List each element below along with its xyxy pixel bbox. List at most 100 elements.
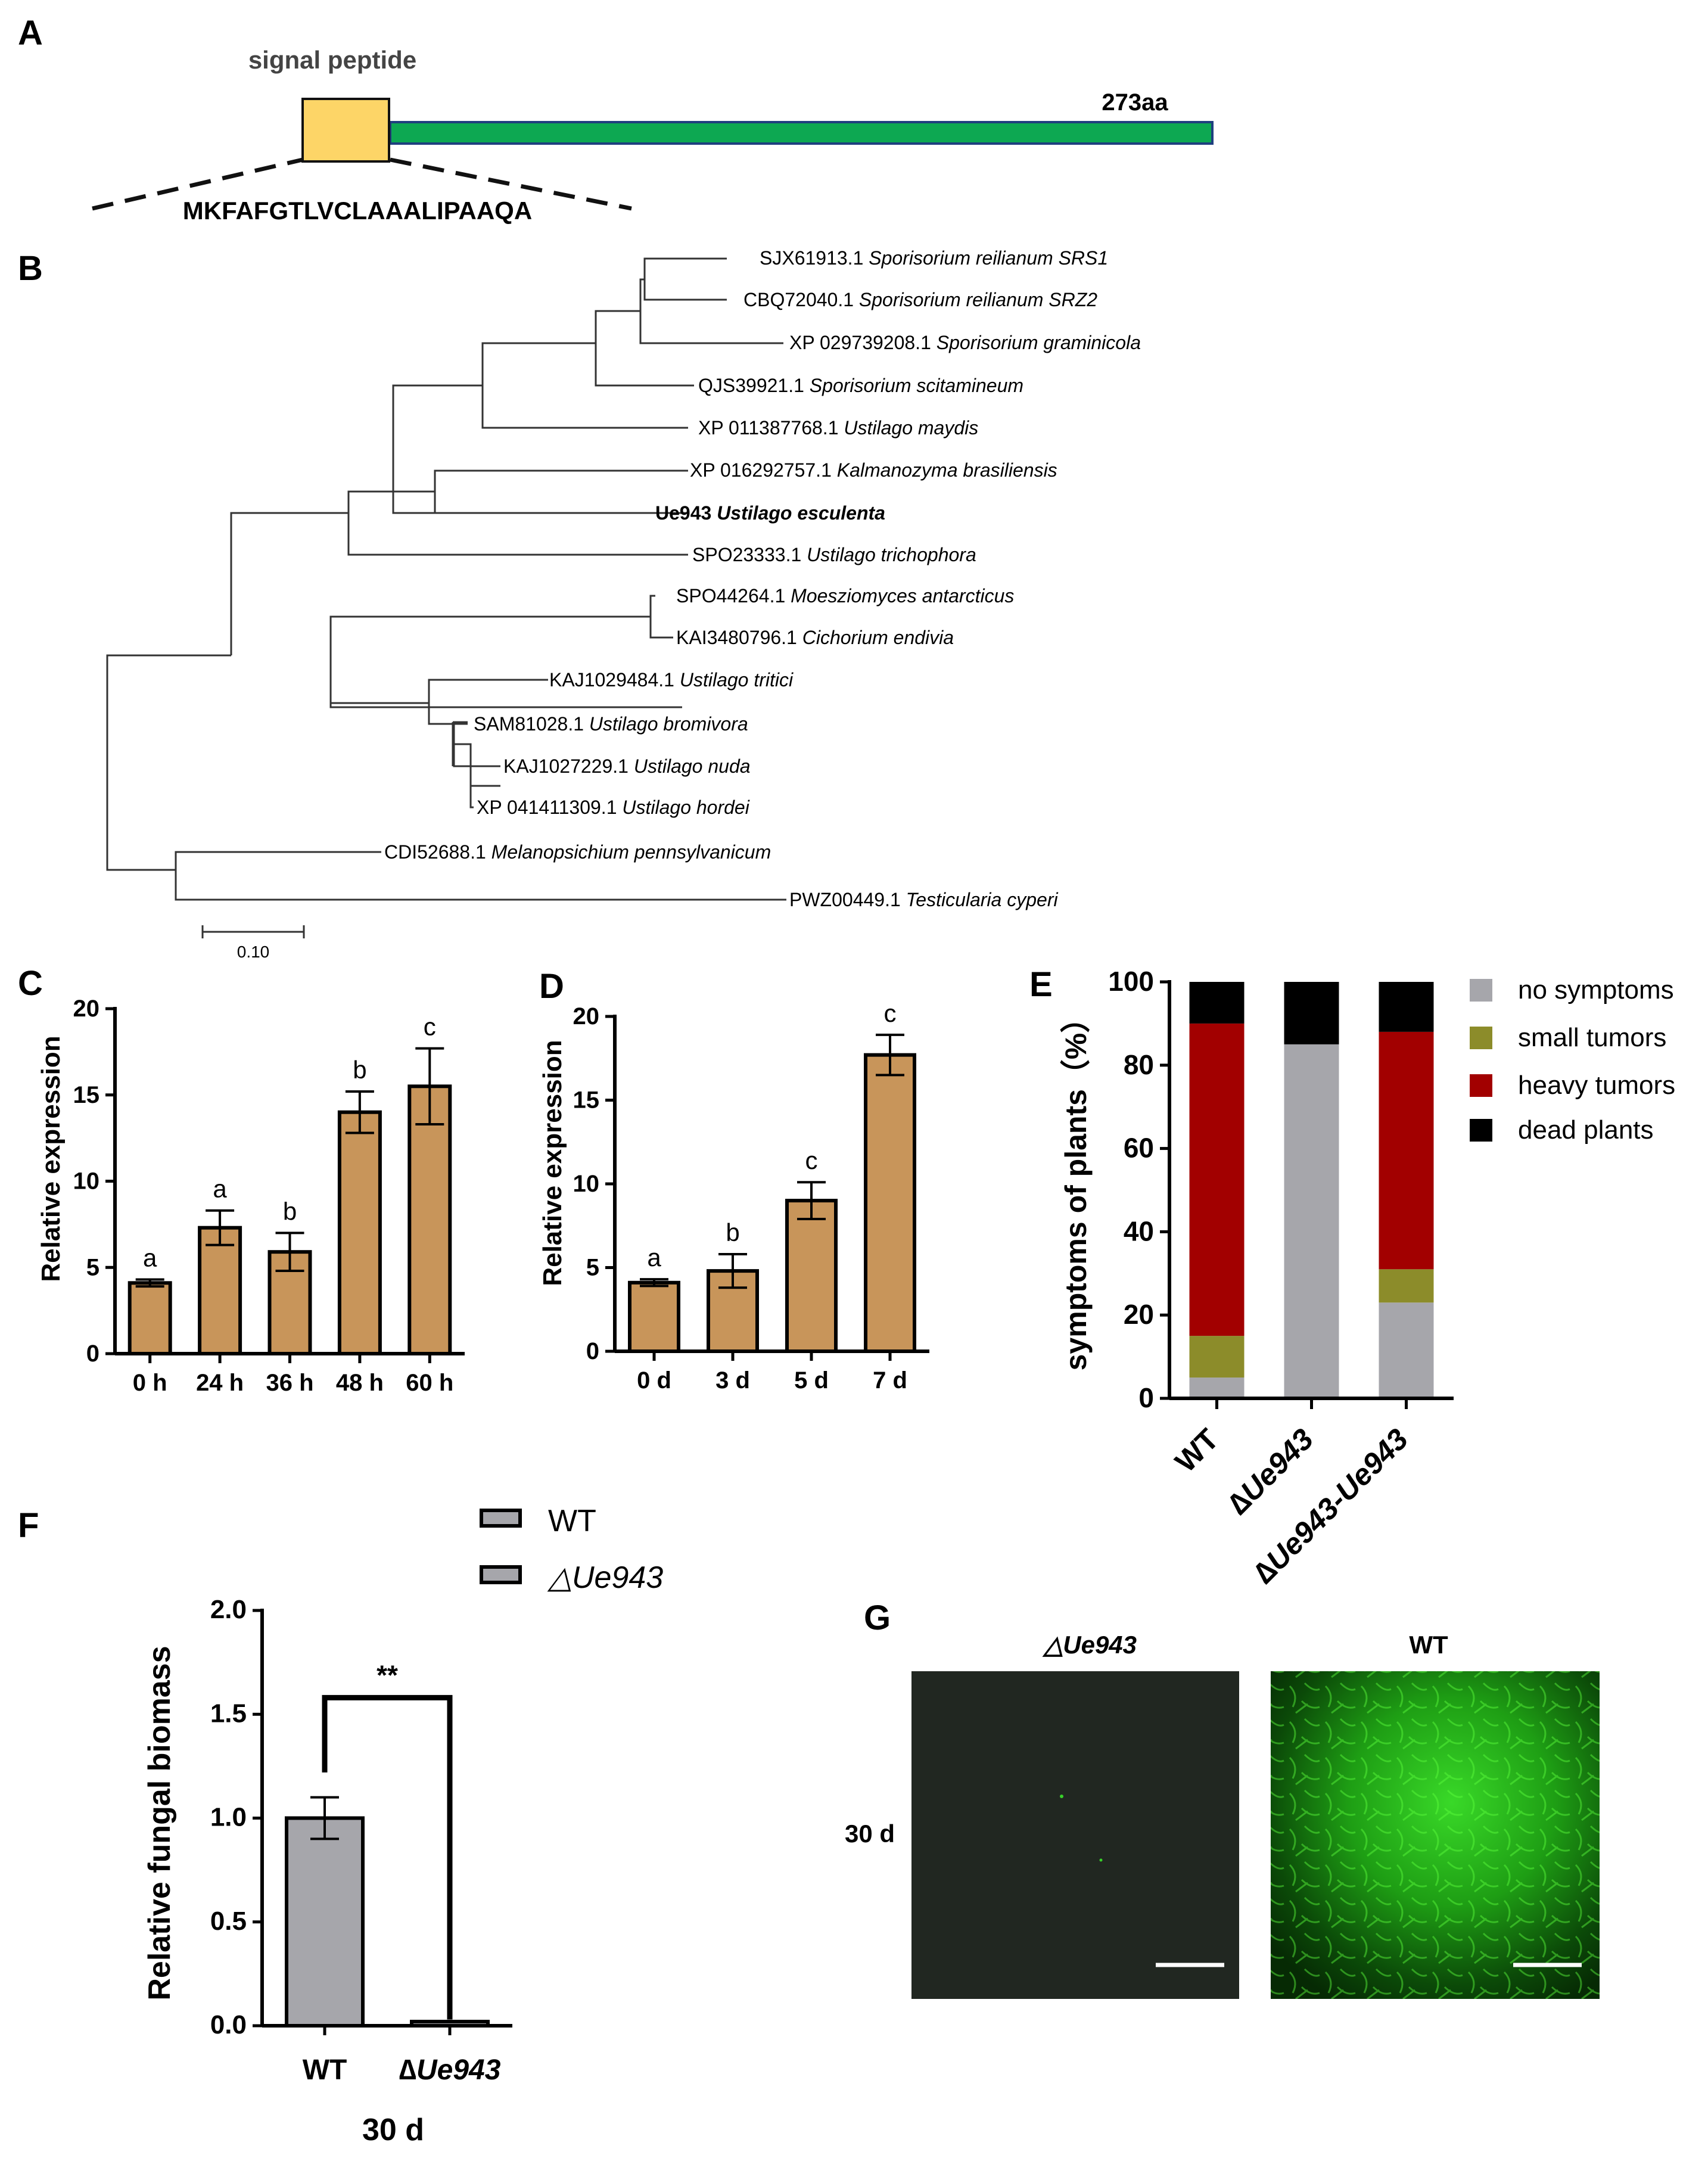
x-tick-label: 24 h xyxy=(196,1370,244,1396)
micrograph-wt-hyphae xyxy=(1271,1671,1600,1999)
x-tick-label: 60 h xyxy=(406,1370,453,1396)
y-tick-label: 0 xyxy=(1138,1382,1154,1413)
significance-letter: c xyxy=(424,1013,436,1041)
significance-letter: a xyxy=(143,1244,157,1272)
y-tick-label: 0 xyxy=(586,1338,599,1364)
x-tick-label: WT xyxy=(1169,1422,1225,1479)
legend-f-label-mutant: △Ue943 xyxy=(547,1560,663,1595)
legend-e: no symptoms small tumors heavy tumors dead … xyxy=(1470,975,1675,1145)
tree-tip-labels: SJX61913.1 Sporisorium reilianum SRS1 CB… xyxy=(384,247,1141,910)
y-tick-label: 20 xyxy=(73,996,100,1022)
zoom-line-right xyxy=(390,157,632,211)
y-tick-label: 0.0 xyxy=(210,2010,247,2039)
x-tick-label: 3 d xyxy=(715,1367,750,1394)
significance-letter: b xyxy=(726,1218,739,1246)
significance-bracket xyxy=(322,1694,453,2020)
bar xyxy=(198,1226,242,1356)
scale-bar-label: 0.10 xyxy=(237,943,270,961)
significance-letter: c xyxy=(884,999,897,1027)
g-col-label-wt: WT xyxy=(1409,1631,1448,1659)
legend-label: heavy tumors xyxy=(1518,1071,1675,1100)
tip-label: SJX61913.1 Sporisorium reilianum SRS1 xyxy=(760,247,1108,269)
bar xyxy=(337,1110,382,1355)
legend-label: small tumors xyxy=(1518,1023,1666,1052)
legend-label: no symptoms xyxy=(1518,975,1674,1005)
signal-peptide-label: signal peptide xyxy=(248,46,416,74)
legend-swatch xyxy=(1470,1027,1492,1049)
bar xyxy=(785,1199,838,1353)
chart-f: 0.0 0.5 1.0 1.5 2.0 WT ∆Ue943 ** xyxy=(210,1595,512,2086)
bar-segment xyxy=(1189,1336,1245,1378)
significance-letter: a xyxy=(647,1243,661,1271)
micrograph-mutant xyxy=(911,1671,1239,1999)
x-tick-label: 36 h xyxy=(266,1370,313,1396)
tip-label: CDI52688.1 Melanopsichium pennsylvanicum xyxy=(384,841,771,863)
c-y-axis-label: Relative expression xyxy=(36,1036,66,1282)
signal-sequence: MKFAFGTLVCLAAALIPAAQA xyxy=(183,197,532,225)
tip-label: SAM81028.1 Ustilago bromivora xyxy=(474,713,748,735)
tip-label: KAJ1027229.1 Ustilago nuda xyxy=(503,755,751,777)
panel-letter-d: D xyxy=(539,967,564,1006)
tip-label: CBQ72040.1 Sporisorium reilianum SRZ2 xyxy=(743,289,1097,310)
x-tick-label: ∆Ue943 xyxy=(399,2054,501,2086)
y-tick-label: 5 xyxy=(586,1255,599,1281)
tip-label: XP 041411309.1 Ustilago hordei xyxy=(477,797,750,818)
significance-letter: b xyxy=(283,1197,297,1225)
x-tick-label: WT xyxy=(303,2054,347,2086)
bar xyxy=(864,1053,916,1353)
x-tick-label: 7 d xyxy=(873,1367,907,1394)
bar-segment xyxy=(1284,982,1339,1044)
y-tick-label: 10 xyxy=(73,1168,100,1195)
panel-f: F WT △Ue943 Relative fungal biomass 0.00… xyxy=(18,1504,663,2147)
tip-label: SPO44264.1 Moesziomyces antarcticus xyxy=(676,585,1014,607)
bar xyxy=(407,1084,452,1356)
tree-branches-inner xyxy=(452,721,500,809)
chart-c: 0 5 10 15 20 0 h a 24 h a 36 h b 48 h b 60 h c xyxy=(73,996,465,1396)
bar xyxy=(285,1816,365,2028)
micrograph-mutant-texture xyxy=(911,1671,1239,1999)
tip-label: XP 011387768.1 Ustilago maydis xyxy=(698,417,978,439)
f-y-axis-label: Relative fungal biomass xyxy=(142,1646,177,2000)
panel-letter-c: C xyxy=(18,964,43,1003)
length-label: 273aa xyxy=(1102,89,1168,116)
significance-letter: c xyxy=(805,1146,818,1174)
y-tick-label: 2.0 xyxy=(210,1595,247,1624)
bar xyxy=(127,1281,172,1355)
bar-segment xyxy=(1189,1377,1245,1398)
chart-d: 0 5 10 15 20 0 d a 3 d b 5 d c 7 d c xyxy=(573,999,929,1394)
tip-label-query: Ue943 Ustilago esculenta xyxy=(655,502,885,524)
y-tick-label: 20 xyxy=(573,1003,600,1030)
legend-label: dead plants xyxy=(1518,1115,1654,1145)
tip-label: KAI3480796.1 Cichorium endivia xyxy=(676,627,954,648)
bar-segment xyxy=(1189,1023,1245,1336)
tip-label: XP 029739208.1 Sporisorium graminicola xyxy=(789,332,1141,353)
panel-letter-b: B xyxy=(18,249,43,288)
bar-segment xyxy=(1379,982,1434,1032)
x-tick-label: 0 h xyxy=(133,1370,167,1396)
legend-f-swatch-mutant xyxy=(480,1565,522,1584)
y-tick-label: 100 xyxy=(1108,966,1154,997)
y-tick-label: 80 xyxy=(1124,1049,1154,1080)
y-tick-label: 15 xyxy=(573,1087,600,1114)
bar xyxy=(410,2020,490,2028)
e-y-axis-label: symptoms of plants（%） xyxy=(1059,1003,1093,1371)
bar-segment xyxy=(1379,1302,1434,1398)
zoom-line-left xyxy=(92,157,303,211)
x-tick-label: 48 h xyxy=(336,1370,384,1396)
legend-f-label-wt: WT xyxy=(548,1504,596,1538)
f-x-axis-label: 30 d xyxy=(362,2113,424,2147)
bar-segment xyxy=(1189,982,1245,1024)
domain-bar xyxy=(389,121,1214,145)
significance-letter: b xyxy=(353,1056,366,1084)
y-tick-label: 60 xyxy=(1124,1133,1154,1164)
g-col-label-mutant: △Ue943 xyxy=(1042,1631,1137,1659)
legend-f-swatch-wt xyxy=(480,1509,522,1528)
legend-f: WT △Ue943 xyxy=(480,1504,663,1595)
x-tick-label: 0 d xyxy=(637,1367,671,1394)
panel-g: G △Ue943 WT 30 d xyxy=(845,1599,1600,1999)
tip-label: XP 016292757.1 Kalmanozyma brasiliensis xyxy=(690,459,1057,481)
panel-e: E symptoms of plants（%） WT∆Ue943∆Ue943-U… xyxy=(1029,965,1675,1590)
fluorescence-speck xyxy=(1099,1858,1103,1862)
panel-b: B SJX61913.1 Sporisorium reilianum SRS1 … xyxy=(18,247,1141,961)
